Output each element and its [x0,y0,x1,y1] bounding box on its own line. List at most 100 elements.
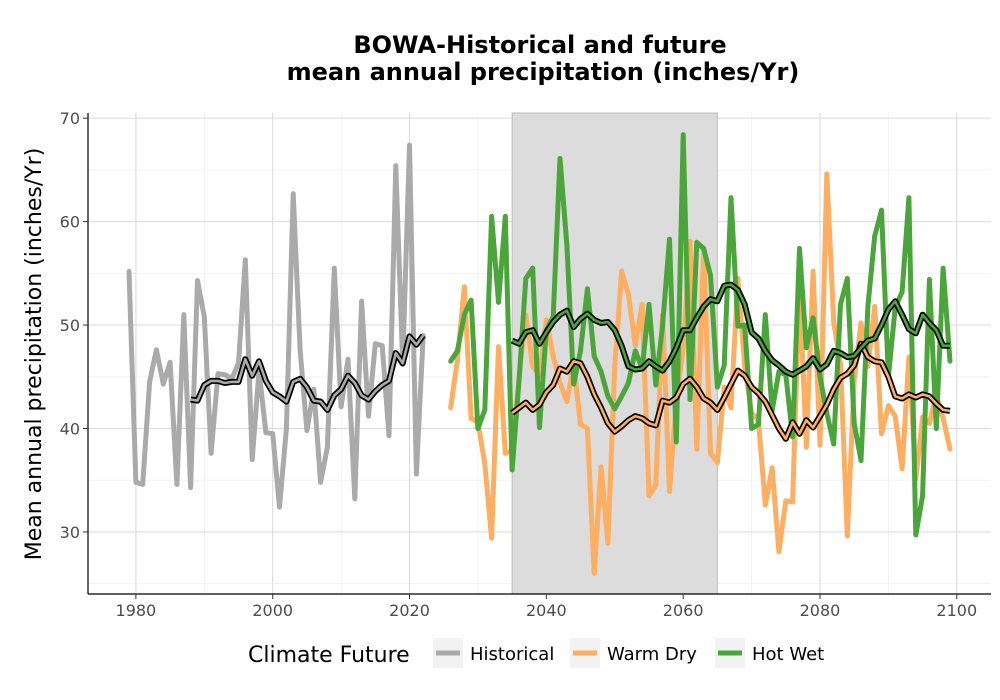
point-hot-wet [838,302,843,307]
point-hot-wet [667,236,672,242]
point-warm-dry [598,464,604,470]
point-hot-wet [687,397,693,402]
point-historical [284,426,289,431]
point-hot-wet [708,273,713,278]
point-warm-dry [632,343,638,349]
point-warm-dry [591,570,597,576]
point-hot-wet [749,426,754,431]
point-historical [133,479,139,485]
point-hot-wet [619,394,624,399]
point-hot-wet [817,374,823,380]
x-tick-label: 2000 [252,601,293,620]
point-hot-wet [537,425,542,430]
point-historical [126,268,132,274]
point-historical [297,347,303,353]
point-hot-wet [673,439,679,445]
point-historical [270,431,276,437]
point-hot-wet [756,422,761,427]
point-warm-dry [776,549,782,554]
point-historical [215,371,221,377]
point-hot-wet [571,381,577,387]
point-historical [311,386,317,392]
point-warm-dry [721,384,727,390]
point-hot-wet [605,394,611,399]
point-warm-dry [858,320,864,326]
point-warm-dry [639,302,645,307]
point-historical [181,312,187,318]
point-historical [249,457,255,462]
point-warm-dry [831,319,837,325]
point-hot-wet [797,246,802,251]
point-hot-wet [468,297,474,303]
point-historical [154,347,159,353]
point-warm-dry [448,405,453,411]
point-historical [277,504,282,510]
point-warm-dry [769,465,775,471]
point-warm-dry [803,444,809,450]
point-hot-wet [940,265,946,271]
point-historical [140,482,146,487]
point-hot-wet [496,299,501,305]
point-hot-wet [810,315,816,321]
point-historical [372,341,378,347]
point-warm-dry [694,446,700,452]
point-hot-wet [646,302,652,307]
point-hot-wet [872,233,878,239]
point-historical [386,433,392,439]
point-warm-dry [680,346,686,352]
point-warm-dry [489,535,494,541]
point-historical [352,496,358,502]
point-warm-dry [468,415,474,421]
point-historical [325,444,330,450]
point-hot-wet [715,384,720,390]
x-tick-label: 2040 [526,601,567,620]
series-line-historical [126,142,426,510]
point-historical [174,482,180,487]
point-historical [331,265,337,271]
point-historical [338,404,344,410]
point-hot-wet [502,214,508,219]
grid-lines [88,113,991,594]
point-warm-dry [612,363,618,368]
point-hot-wet [803,345,809,351]
y-axis-ticks: 30 40 50 60 70 [60,109,88,542]
smooth-line-hot-wet-smooth [511,283,950,376]
point-warm-dry [687,238,693,244]
point-warm-dry [557,380,563,386]
point-warm-dry [502,450,508,456]
y-tick-label: 60 [60,213,80,232]
point-hot-wet [906,195,912,201]
point-hot-wet [927,277,932,282]
point-hot-wet [448,358,453,364]
point-warm-dry [496,344,501,350]
point-warm-dry [762,502,768,508]
chart-title-line-2: mean annual precipitation (inches/Yr) [287,58,800,86]
point-warm-dry [646,493,652,499]
point-warm-dry [530,364,536,369]
point-historical [263,430,269,435]
point-historical [160,381,166,387]
point-hot-wet [728,195,734,201]
chart-title-line-1: BOWA-Historical and future [353,31,726,59]
y-axis-title: Mean annual precipitation (inches/Yr) [22,148,47,561]
point-warm-dry [817,442,823,448]
point-warm-dry [482,461,488,467]
legend-label-hot-wet: Hot Wet [752,644,824,665]
point-hot-wet [790,434,795,440]
point-hot-wet [523,276,529,281]
point-historical [379,343,385,349]
x-tick-label: 2060 [663,601,704,620]
smooth-line-historical-smooth [190,334,425,412]
point-hot-wet [612,406,618,412]
x-tick-label: 1980 [116,601,157,620]
point-hot-wet [489,214,494,219]
point-hot-wet [694,239,700,245]
point-hot-wet [509,467,515,473]
point-warm-dry [708,450,713,456]
point-hot-wet [680,132,686,138]
point-hot-wet [653,382,659,388]
point-historical [290,191,296,197]
point-hot-wet [851,420,857,426]
point-warm-dry [927,420,932,426]
